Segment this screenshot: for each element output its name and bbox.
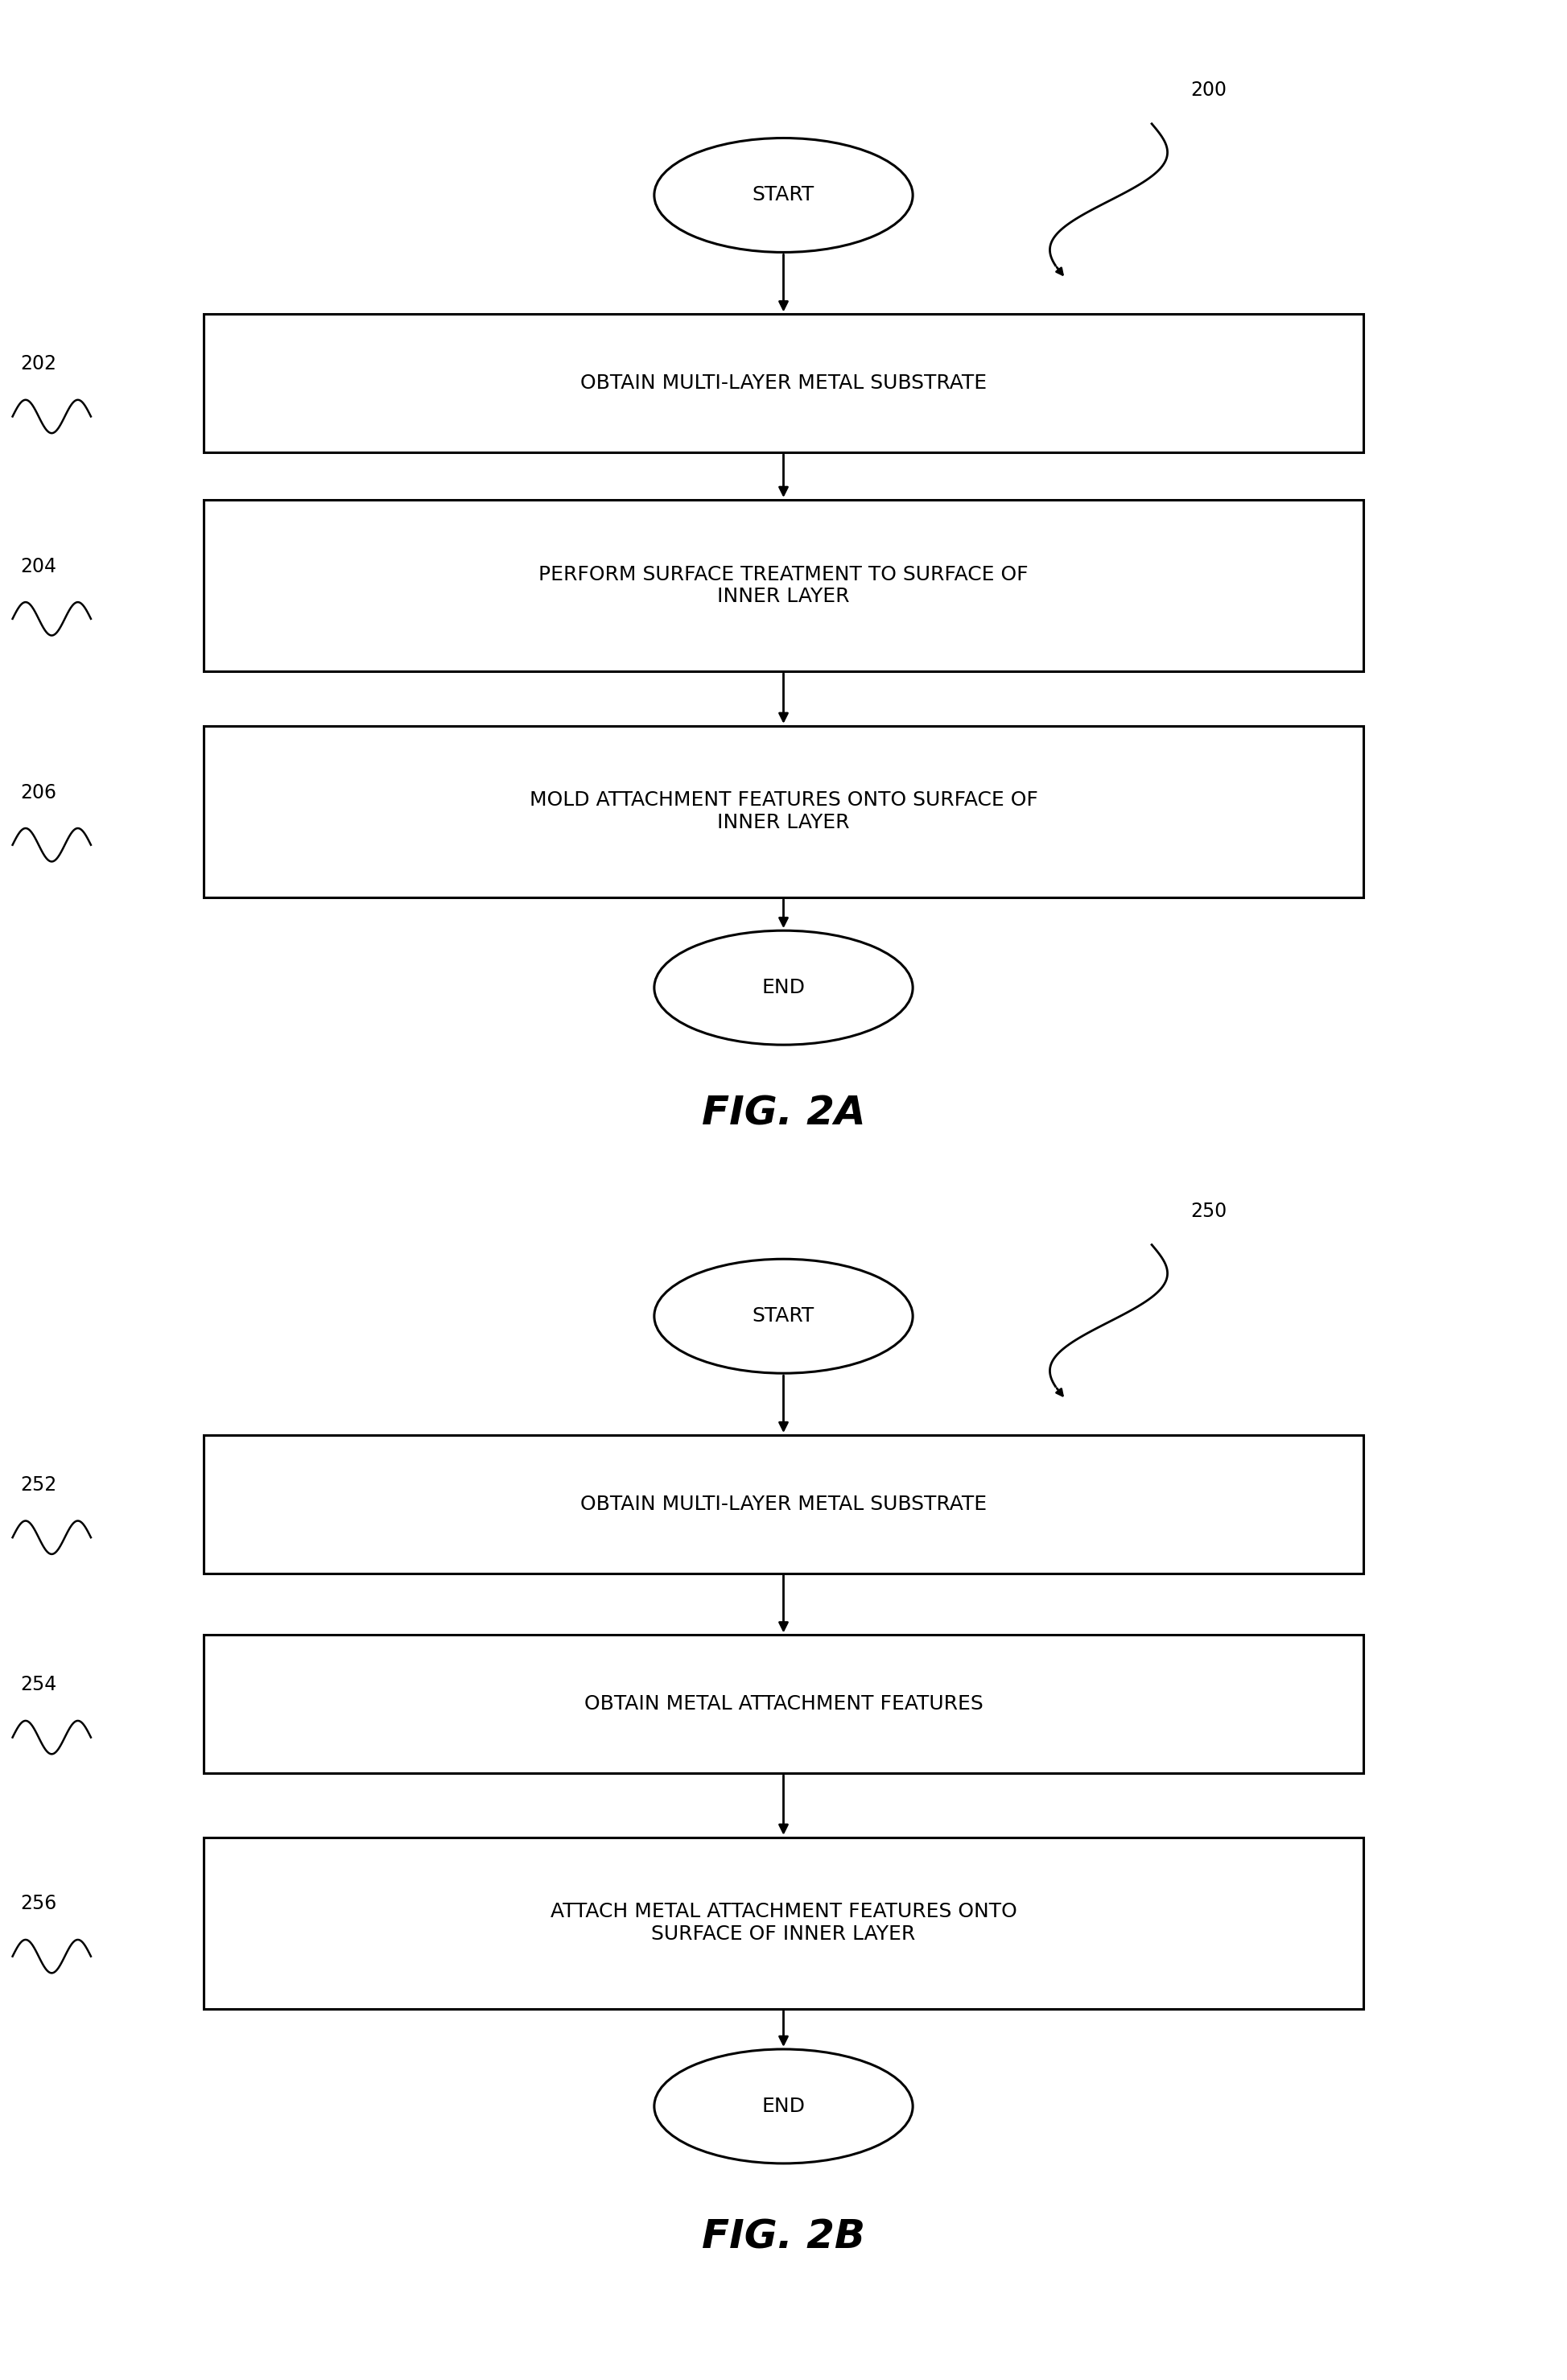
Text: 202: 202 bbox=[20, 355, 56, 374]
Text: 256: 256 bbox=[20, 1894, 56, 1914]
Text: 200: 200 bbox=[1191, 81, 1227, 100]
Text: 250: 250 bbox=[1191, 1202, 1227, 1221]
Ellipse shape bbox=[655, 1259, 912, 1373]
Text: 206: 206 bbox=[20, 783, 56, 802]
Ellipse shape bbox=[655, 2049, 912, 2163]
Bar bbox=[204, 726, 1363, 897]
Text: END: END bbox=[762, 978, 805, 997]
Text: START: START bbox=[752, 1307, 815, 1326]
Text: 204: 204 bbox=[20, 557, 56, 576]
Text: FIG. 2A: FIG. 2A bbox=[702, 1095, 865, 1133]
Text: 252: 252 bbox=[20, 1476, 56, 1495]
Ellipse shape bbox=[655, 931, 912, 1045]
Bar bbox=[204, 1435, 1363, 1573]
Bar bbox=[204, 314, 1363, 452]
Text: OBTAIN METAL ATTACHMENT FEATURES: OBTAIN METAL ATTACHMENT FEATURES bbox=[584, 1695, 983, 1714]
Text: FIG. 2B: FIG. 2B bbox=[702, 2218, 865, 2256]
Text: START: START bbox=[752, 186, 815, 205]
Text: PERFORM SURFACE TREATMENT TO SURFACE OF
INNER LAYER: PERFORM SURFACE TREATMENT TO SURFACE OF … bbox=[539, 564, 1028, 607]
Text: MOLD ATTACHMENT FEATURES ONTO SURFACE OF
INNER LAYER: MOLD ATTACHMENT FEATURES ONTO SURFACE OF… bbox=[530, 790, 1037, 833]
Ellipse shape bbox=[655, 138, 912, 252]
Bar bbox=[204, 1635, 1363, 1773]
Bar bbox=[204, 500, 1363, 671]
Bar bbox=[204, 1837, 1363, 2009]
Text: OBTAIN MULTI-LAYER METAL SUBSTRATE: OBTAIN MULTI-LAYER METAL SUBSTRATE bbox=[580, 374, 987, 393]
Text: END: END bbox=[762, 2097, 805, 2116]
Text: ATTACH METAL ATTACHMENT FEATURES ONTO
SURFACE OF INNER LAYER: ATTACH METAL ATTACHMENT FEATURES ONTO SU… bbox=[550, 1902, 1017, 1944]
Text: OBTAIN MULTI-LAYER METAL SUBSTRATE: OBTAIN MULTI-LAYER METAL SUBSTRATE bbox=[580, 1495, 987, 1514]
Text: 254: 254 bbox=[20, 1676, 56, 1695]
